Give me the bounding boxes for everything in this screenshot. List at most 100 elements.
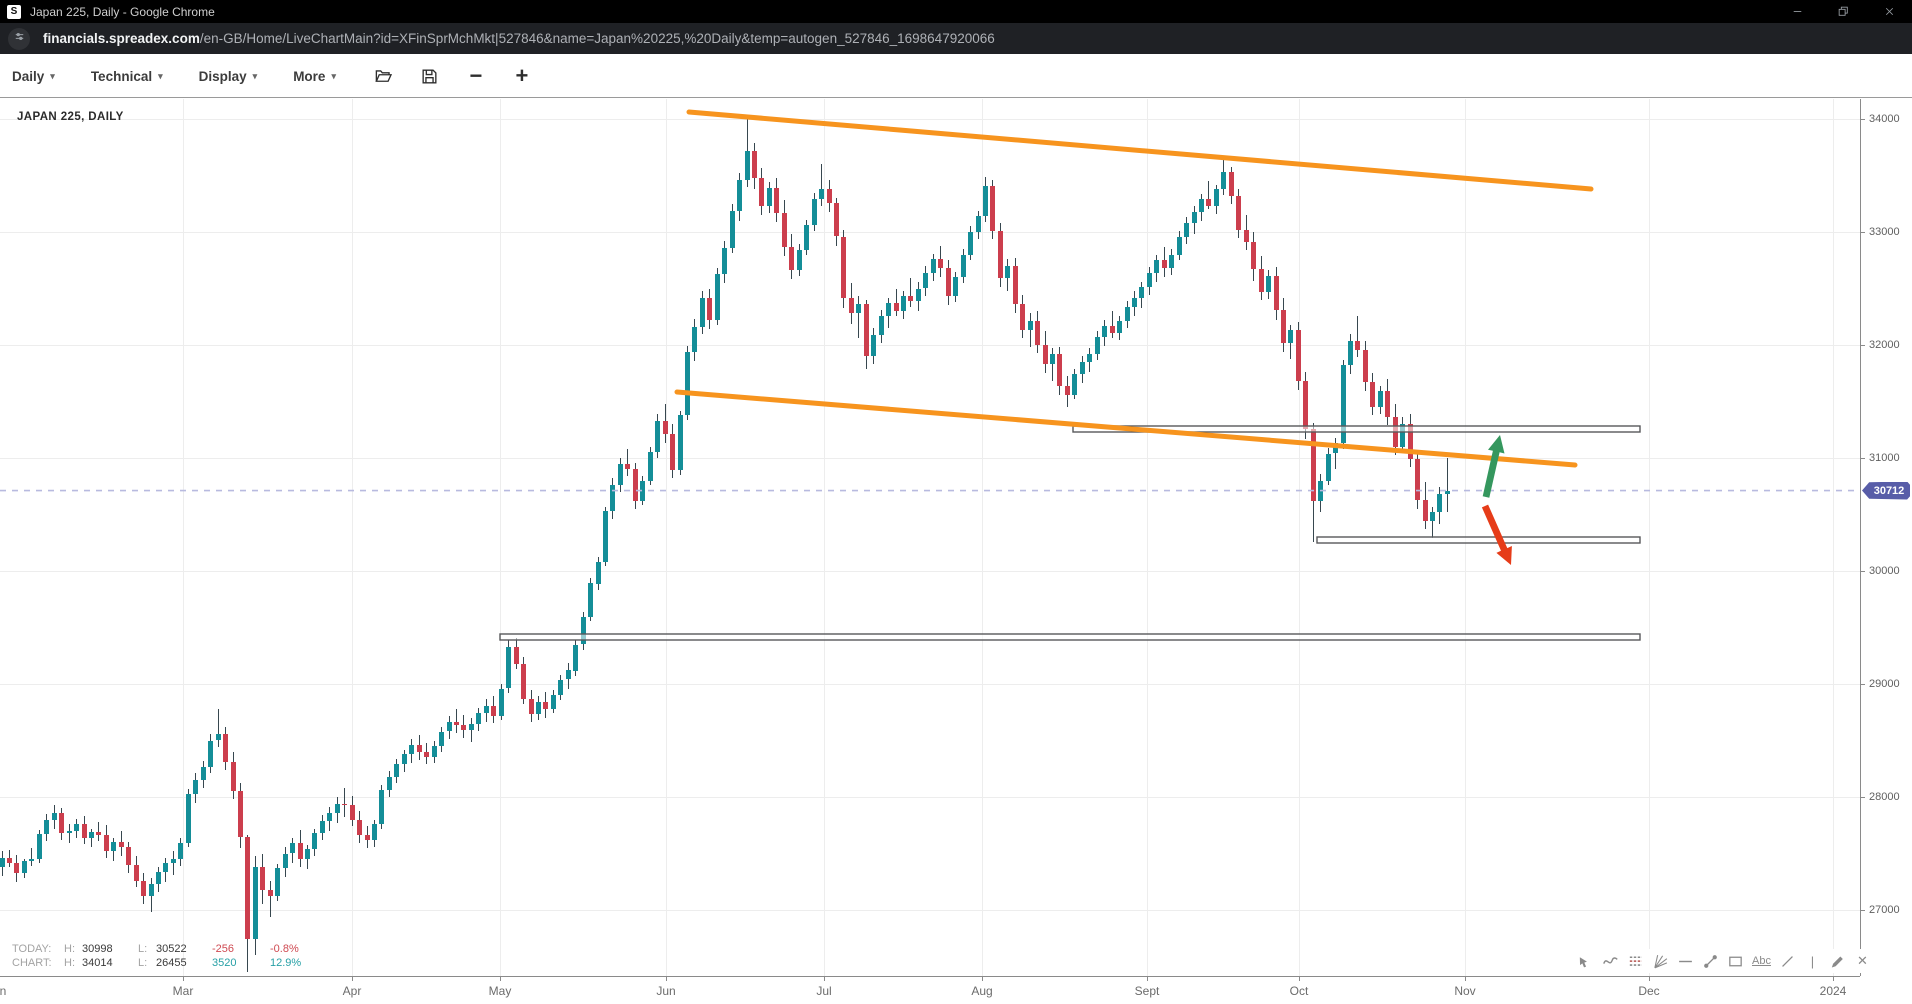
price-tick-label: 29000 [1869, 678, 1900, 690]
candle-body [126, 846, 132, 865]
trendline[interactable] [674, 389, 1578, 468]
hline-icon[interactable] [1677, 953, 1694, 970]
candle-body [1437, 494, 1443, 513]
candle-body [163, 862, 169, 872]
candle-wick [1335, 437, 1336, 470]
candle-body [632, 469, 638, 501]
fib-grid-icon[interactable] [1627, 953, 1644, 970]
candle-body [1087, 354, 1093, 362]
change-value: 3520 [212, 956, 237, 969]
candle-body [0, 858, 5, 867]
price-tick-label: 32000 [1869, 339, 1900, 351]
v-gridline [666, 99, 667, 976]
fan-icon[interactable] [1652, 953, 1669, 970]
menu-display[interactable]: Display ▾ [199, 69, 258, 84]
candle-body [1079, 362, 1085, 375]
candle-body [290, 843, 296, 854]
menu-more[interactable]: More ▾ [293, 69, 336, 84]
browser-address-bar[interactable]: financials.spreadex.com/en-GB/Home/LiveC… [0, 23, 1912, 54]
trendline[interactable] [686, 109, 1594, 192]
candle-body [677, 415, 683, 471]
v-gridline [824, 99, 825, 976]
pointer-icon[interactable] [1577, 953, 1594, 970]
candle-body [684, 351, 690, 416]
candle-body [88, 832, 94, 838]
url-text[interactable]: financials.spreadex.com/en-GB/Home/LiveC… [43, 31, 995, 46]
month-tick [982, 977, 983, 981]
candle-body [401, 754, 407, 765]
candle-body [282, 853, 288, 869]
pencil-icon[interactable] [1829, 953, 1846, 970]
price-axis[interactable]: 34000 33000 32000 31000 30000 29000 28000 27000… [1860, 99, 1912, 976]
zoom-in-icon[interactable]: + [515, 63, 529, 88]
candle-body [468, 723, 474, 731]
candle-body [573, 644, 579, 671]
curve-icon[interactable] [1602, 953, 1619, 970]
close-x-icon[interactable] [1866, 0, 1912, 23]
candle-body [521, 663, 526, 699]
candle-body [863, 304, 869, 357]
zone-rectangle[interactable] [1316, 536, 1641, 544]
h-gridline [0, 458, 1860, 459]
zone-rectangle[interactable] [1072, 425, 1641, 433]
candle-body [1422, 499, 1428, 522]
low-value: 26455 [156, 956, 187, 969]
candle-body [267, 889, 273, 897]
candle-body [1340, 365, 1346, 444]
restore-icon[interactable] [1820, 0, 1866, 23]
green-up-arrow[interactable] [1482, 435, 1505, 498]
candle-body [662, 420, 668, 435]
candle-wick [1029, 313, 1031, 348]
line-icon[interactable] [1779, 953, 1796, 970]
red-down-arrow[interactable] [1481, 504, 1512, 565]
separator[interactable]: | [1810, 953, 1815, 969]
h-gridline [0, 119, 1860, 120]
h-gridline [0, 232, 1860, 233]
candle-body [6, 858, 12, 863]
candle-body [811, 199, 817, 226]
site-info-icon[interactable] [8, 27, 30, 50]
candle-body [871, 334, 877, 357]
price-tick [1861, 119, 1865, 120]
candle-body [312, 833, 318, 849]
month-label: 2024 [1819, 984, 1847, 998]
candle-body [1310, 428, 1316, 501]
price-tick-label: 31000 [1869, 452, 1900, 464]
candle-body [833, 202, 839, 237]
candle-body [1370, 382, 1376, 408]
month-tick [1147, 977, 1148, 981]
candle-wick [1208, 181, 1210, 210]
stats-label: TODAY: [12, 943, 52, 955]
menu-technical[interactable]: Technical ▾ [91, 69, 163, 84]
candle-body [1206, 199, 1212, 206]
menu-daily[interactable]: Daily ▾ [12, 69, 55, 84]
candle-body [737, 180, 743, 211]
candle-body [558, 679, 564, 696]
text-abc-icon[interactable]: Abc [1752, 955, 1771, 967]
candle-body [327, 812, 333, 821]
save-icon[interactable] [418, 64, 442, 88]
candle-body [617, 463, 623, 486]
zoom-out-icon[interactable]: − [469, 63, 483, 88]
candle-body [141, 880, 147, 897]
tune-icon[interactable] [12, 29, 27, 49]
rect-icon[interactable] [1727, 953, 1744, 970]
candle-body [908, 296, 914, 301]
price-tick [1861, 684, 1865, 685]
minimize-icon[interactable] [1774, 0, 1820, 23]
time-axis[interactable]: n Mar Apr May Jun Jul Aug Sept Oct Nov Dec 2024 [0, 976, 1860, 1004]
zone-rectangle[interactable] [499, 633, 1641, 641]
candle-body [44, 819, 50, 835]
candle-body [722, 247, 728, 274]
chevron-down-icon: ▾ [252, 70, 258, 81]
candle-body [960, 254, 966, 278]
close-icon[interactable]: ✕ [1857, 953, 1868, 968]
candle-body [319, 820, 325, 834]
trendline-icon[interactable] [1702, 953, 1719, 970]
candle-body [506, 646, 512, 689]
candlestick-plot[interactable] [0, 99, 1860, 976]
open-folder-icon[interactable] [372, 64, 396, 88]
candle-body [915, 288, 921, 301]
candle-body [349, 804, 355, 820]
candle-body [1050, 354, 1055, 365]
